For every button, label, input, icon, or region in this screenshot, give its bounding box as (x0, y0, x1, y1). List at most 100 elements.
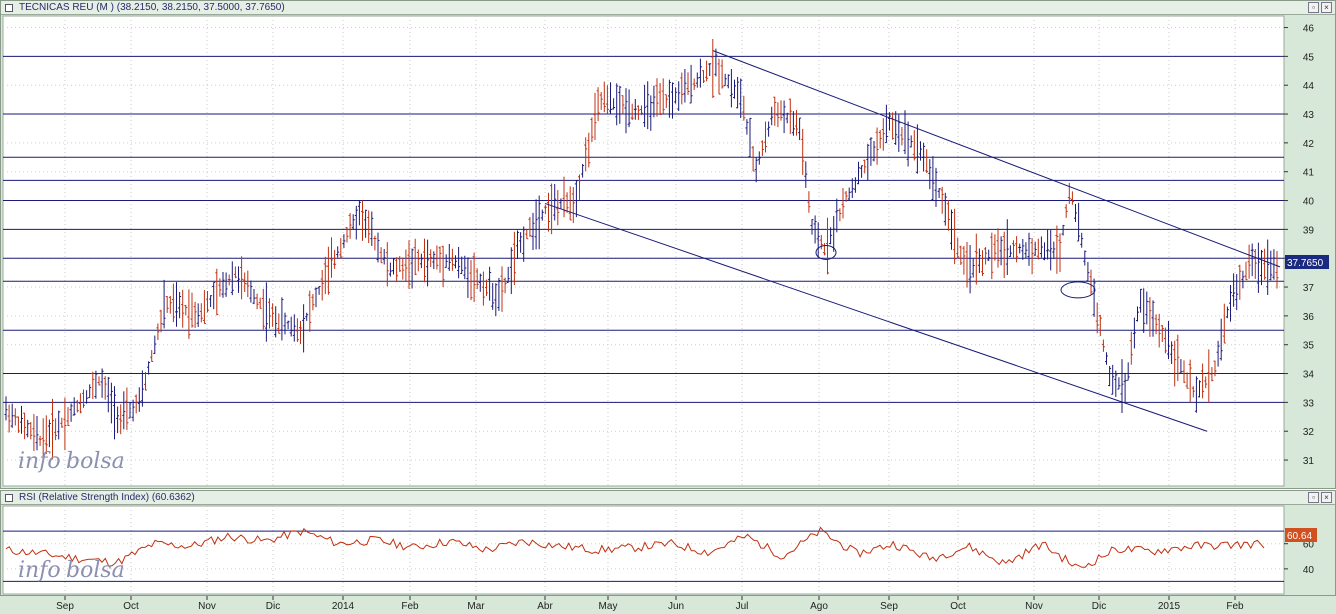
ohlc-bar (1256, 242, 1260, 293)
ohlc-bar (326, 246, 330, 295)
ohlc-bar (726, 74, 730, 89)
price-plot-area (2, 15, 1285, 487)
ohlc-bar (401, 257, 405, 280)
ohlc-bar (863, 159, 867, 174)
ohlc-bar (1120, 359, 1124, 413)
ohlc-bar (165, 295, 169, 313)
ohlc-bar (677, 81, 681, 112)
ohlc-bar (906, 121, 910, 167)
ohlc-bar (962, 246, 966, 275)
ohlc-bar (460, 256, 464, 275)
ohlc-bar (47, 419, 51, 448)
ohlc-bar (788, 98, 792, 134)
ohlc-bar (323, 256, 327, 295)
ohlc-bar (516, 230, 519, 260)
ohlc-bar (354, 205, 358, 240)
ohlc-bar (426, 239, 430, 287)
ohlc-bar (103, 376, 107, 400)
ohlc-bar (1229, 284, 1232, 322)
ohlc-bar (903, 110, 907, 155)
ohlc-bar (137, 387, 141, 412)
minimize-button[interactable]: ▫ (1308, 2, 1319, 13)
price-watermark-info: info (18, 449, 61, 474)
ohlc-bar (649, 95, 653, 131)
ohlc-bar (1080, 232, 1084, 248)
ohlc-bar (156, 323, 160, 340)
ohlc-bar (819, 234, 823, 250)
ohlc-bar (658, 83, 662, 116)
ohlc-bar (413, 238, 417, 276)
ohlc-bar (671, 82, 674, 119)
price-ytick-label: 31 (1303, 456, 1315, 467)
ohlc-bar (680, 72, 684, 105)
ohlc-bar (971, 258, 975, 278)
ohlc-bar (32, 414, 36, 452)
price-ytick-label: 42 (1303, 139, 1315, 150)
panel-menu-icon[interactable] (5, 4, 13, 12)
ohlc-bar (919, 141, 922, 161)
ohlc-bar (881, 118, 885, 151)
ohlc-bar (410, 248, 414, 289)
ohlc-bar (119, 404, 123, 435)
ohlc-bar (621, 95, 625, 114)
ohlc-bar (1117, 377, 1121, 390)
price-ytick-label: 43 (1303, 110, 1315, 121)
ohlc-bar (1101, 339, 1105, 352)
ohlc-bar (233, 266, 237, 279)
ohlc-bar (336, 246, 340, 258)
ohlc-bar (782, 100, 786, 134)
ohlc-bar (404, 249, 408, 282)
ohlc-bar (196, 303, 200, 327)
ohlc-bar (494, 283, 498, 317)
rsi-minimize-button[interactable]: ▫ (1308, 492, 1319, 503)
ohlc-bar (894, 111, 898, 145)
ohlc-bar (757, 151, 761, 165)
ohlc-bar (1182, 360, 1186, 384)
ohlc-bar (1157, 313, 1161, 348)
price-ytick-label: 45 (1303, 52, 1315, 63)
ohlc-bar (875, 127, 879, 165)
ohlc-bar (708, 63, 712, 77)
price-ytick-label: 34 (1303, 370, 1315, 381)
price-ytick-label: 36 (1303, 312, 1315, 323)
ohlc-bar (729, 68, 733, 108)
rsi-menu-icon[interactable] (5, 494, 13, 502)
ohlc-bar (75, 399, 79, 413)
ohlc-bar (739, 78, 743, 119)
ohlc-bar (184, 304, 188, 316)
ohlc-bar (261, 288, 265, 330)
ohlc-bar (379, 247, 383, 264)
ohlc-bar (547, 192, 550, 232)
ohlc-bar (181, 289, 185, 328)
rsi-watermark-info: info (18, 558, 61, 583)
ohlc-bar (853, 177, 857, 193)
ohlc-bar (175, 282, 178, 327)
ohlc-bar (813, 215, 817, 244)
rsi-close-button[interactable]: × (1321, 492, 1332, 503)
ohlc-bar (578, 174, 581, 200)
ohlc-bar (317, 285, 321, 295)
ohlc-bar (299, 320, 302, 345)
ohlc-bar (1108, 365, 1112, 387)
ohlc-bar (1194, 376, 1198, 413)
ohlc-bar (1105, 352, 1108, 365)
ohlc-bar (686, 72, 690, 95)
ohlc-bar (1070, 191, 1074, 205)
rsi-watermark-bolsa: bolsa (66, 558, 125, 583)
ohlc-bar (674, 87, 678, 104)
ohlc-bar (767, 121, 771, 137)
ohlc-bar (398, 256, 402, 272)
ohlc-bar (720, 59, 724, 89)
ohlc-bar (1269, 250, 1273, 281)
close-button[interactable]: × (1321, 2, 1332, 13)
ohlc-bar (503, 277, 507, 294)
ohlc-bar (1176, 334, 1180, 382)
last-rsi-label: 60.64 (1287, 531, 1312, 542)
resistance-trendline (712, 50, 1281, 268)
ohlc-bar (711, 38, 715, 98)
ohlc-bar (60, 417, 64, 428)
ohlc-bar (277, 313, 281, 334)
ohlc-bar (925, 149, 929, 174)
price-ytick-label: 33 (1303, 398, 1315, 409)
